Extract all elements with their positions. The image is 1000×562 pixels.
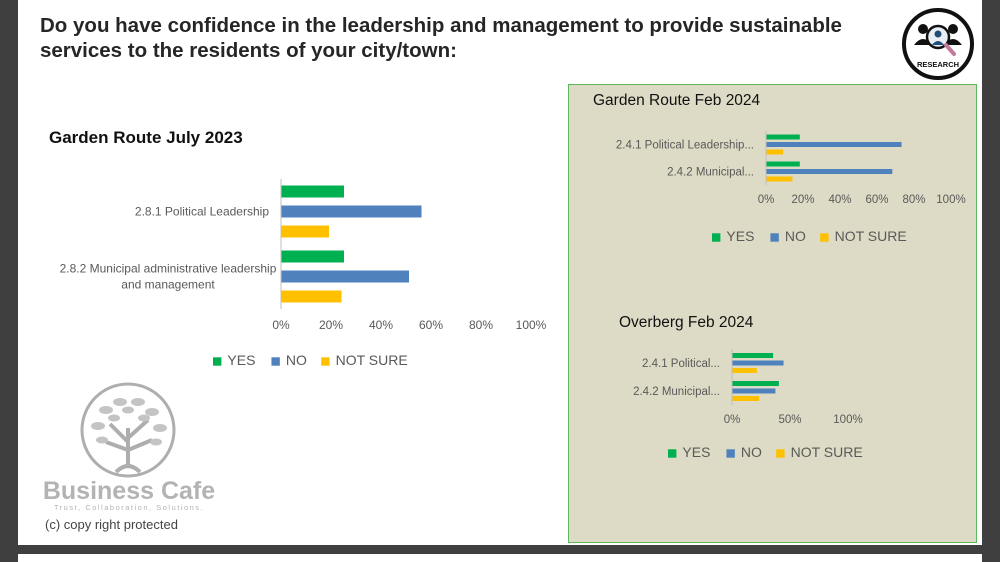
bar-not-sure bbox=[732, 396, 760, 401]
bar-no bbox=[732, 360, 784, 366]
legend-swatch-no bbox=[770, 233, 779, 242]
copyright-notice: (c) copy right protected bbox=[45, 517, 178, 532]
logo-text: RESEARCH bbox=[917, 60, 959, 69]
x-tick-label: 80% bbox=[469, 318, 493, 332]
legend-swatch-yes bbox=[213, 357, 222, 366]
x-tick-label: 60% bbox=[419, 318, 443, 332]
legend-swatch-no bbox=[271, 357, 280, 366]
bar-no bbox=[766, 142, 902, 147]
x-tick-label: 0% bbox=[724, 414, 741, 426]
legend-swatch-no bbox=[726, 449, 735, 458]
legend-label-yes: YES bbox=[227, 352, 255, 368]
person-icon bbox=[948, 24, 958, 34]
category-label: 2.4.2 Municipal... bbox=[633, 386, 720, 398]
bar-not-sure bbox=[281, 225, 329, 238]
research-logo: RESEARCH bbox=[902, 8, 974, 80]
x-tick-label: 20% bbox=[791, 194, 814, 206]
legend-label-no: NO bbox=[785, 228, 806, 244]
legend-label-not-sure: NOT SURE bbox=[791, 444, 863, 460]
bar-yes bbox=[766, 134, 800, 140]
legend-label-yes: YES bbox=[682, 444, 710, 460]
chart-overberg-feb-2024: 0% 50% 100% 2.4.1 Political... 2.4.2 Municip… bbox=[633, 349, 863, 460]
legend-label-not-sure: NOT SURE bbox=[835, 228, 907, 244]
chart-title-overberg-feb-2024: Overberg Feb 2024 bbox=[619, 314, 754, 331]
chart-title-garden-route-july-2023: Garden Route July 2023 bbox=[49, 128, 243, 147]
x-tick-label: 100% bbox=[516, 318, 547, 332]
x-tick-label: 20% bbox=[319, 318, 343, 332]
next-slide-edge bbox=[18, 554, 982, 562]
category-label: 2.4.2 Municipal... bbox=[667, 167, 754, 179]
tree-icon bbox=[80, 382, 176, 478]
category-label: 2.4.1 Political Leadership... bbox=[616, 140, 754, 152]
chart-title-garden-route-feb-2024: Garden Route Feb 2024 bbox=[593, 92, 761, 109]
legend-label-not-sure: NOT SURE bbox=[336, 352, 408, 368]
brand-name: Business Cafe bbox=[43, 477, 215, 505]
x-tick-label: 40% bbox=[828, 194, 851, 206]
legend-swatch-not-sure bbox=[776, 449, 785, 458]
legend-swatch-not-sure bbox=[321, 357, 330, 366]
x-tick-label: 100% bbox=[936, 194, 965, 206]
bar-not-sure bbox=[732, 368, 757, 373]
legend-swatch-yes bbox=[712, 233, 721, 242]
right-panel: Garden Route Feb 2024 0% 20% 40% 60% 80% 100%… bbox=[568, 84, 977, 543]
bar-no bbox=[732, 388, 776, 394]
slide: Do you have confidence in the leadership… bbox=[18, 0, 982, 545]
legend-label-no: NO bbox=[286, 352, 307, 368]
bar-yes bbox=[281, 250, 344, 263]
bar-no bbox=[766, 169, 893, 174]
category-label: 2.4.1 Political... bbox=[642, 358, 720, 370]
legend-swatch-not-sure bbox=[820, 233, 829, 242]
bar-not-sure bbox=[766, 176, 793, 182]
bar-yes bbox=[732, 353, 774, 358]
legend-label-no: NO bbox=[741, 444, 762, 460]
person-icon bbox=[918, 24, 928, 34]
chart-garden-route-july-2023: 0% 20% 40% 60% 80% 100% 2.8.1 Political Leader… bbox=[60, 179, 547, 368]
business-cafe-logo: Business Cafe Trust, Collaboration, Solu… bbox=[43, 382, 215, 512]
bar-yes bbox=[766, 161, 800, 167]
bar-yes bbox=[281, 185, 344, 198]
slide-title: Do you have confidence in the leadership… bbox=[40, 14, 842, 62]
bar-yes bbox=[732, 381, 779, 386]
category-label: 2.8.2 Municipal administrative leadershi… bbox=[60, 262, 277, 292]
tree-leaves-icon bbox=[91, 398, 167, 446]
x-tick-label: 40% bbox=[369, 318, 393, 332]
x-tick-label: 0% bbox=[272, 318, 290, 332]
category-label: 2.8.1 Political Leadership bbox=[135, 205, 269, 219]
x-tick-label: 60% bbox=[865, 194, 888, 206]
chart-garden-route-feb-2024: 0% 20% 40% 60% 80% 100% 2.4.1 Political Leader… bbox=[616, 131, 966, 244]
bar-not-sure bbox=[766, 149, 784, 155]
bar-no bbox=[281, 270, 409, 283]
x-tick-label: 100% bbox=[833, 414, 862, 426]
bar-no bbox=[281, 205, 422, 218]
x-tick-label: 0% bbox=[758, 194, 775, 206]
bar-not-sure bbox=[281, 290, 342, 303]
x-tick-label: 80% bbox=[902, 194, 925, 206]
legend-swatch-yes bbox=[668, 449, 677, 458]
brand-tagline: Trust, Collaboration, Solutions. bbox=[54, 503, 204, 512]
legend-label-yes: YES bbox=[726, 228, 754, 244]
x-tick-label: 50% bbox=[778, 414, 801, 426]
